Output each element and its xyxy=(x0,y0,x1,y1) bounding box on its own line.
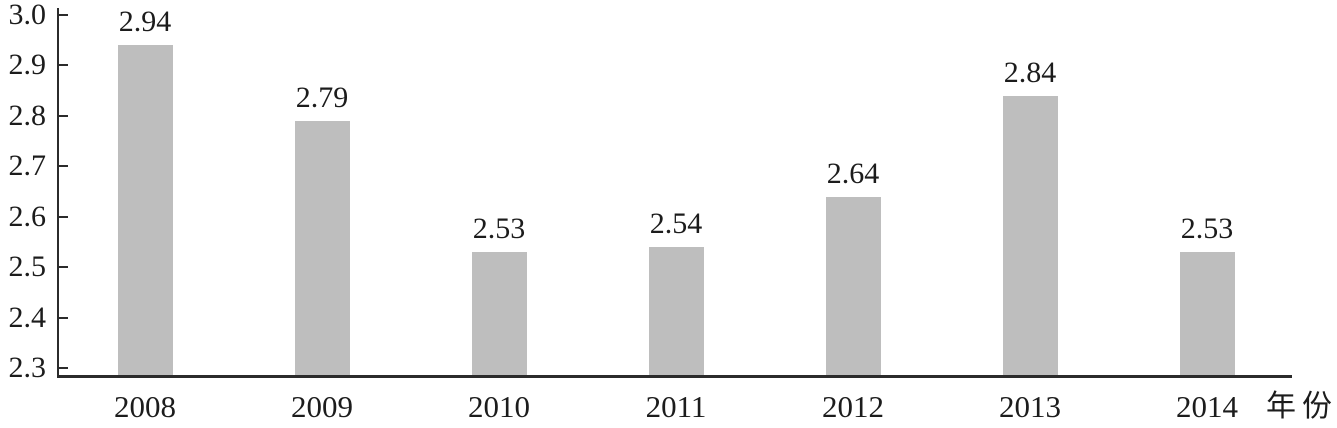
bar-2013 xyxy=(1003,96,1058,375)
x-tick-label-2008: 2008 xyxy=(114,389,176,424)
x-tick-label-2011: 2011 xyxy=(645,389,707,424)
y-axis-tick-label: 2.3 xyxy=(8,351,47,384)
bar-2012 xyxy=(826,197,881,375)
x-tick-label-2013: 2013 xyxy=(999,389,1061,424)
y-axis-tick-label: 2.5 xyxy=(8,250,47,284)
y-axis-tick xyxy=(57,14,68,16)
x-tick-label-2014: 2014 xyxy=(1176,389,1238,424)
y-axis-tick xyxy=(57,266,68,269)
bar-2011 xyxy=(649,247,704,375)
x-tick-label-2009: 2009 xyxy=(291,389,353,424)
y-axis-tick xyxy=(57,367,68,369)
bar-value-label: 2.94 xyxy=(118,5,172,38)
x-tick-label-2012: 2012 xyxy=(822,389,884,424)
bar-value-label: 2.64 xyxy=(826,157,880,190)
y-axis-tick xyxy=(57,114,68,117)
bar-2014 xyxy=(1180,252,1235,375)
bar-2010 xyxy=(472,252,527,375)
bar-value-label: 2.53 xyxy=(472,212,526,245)
bar-2008 xyxy=(118,45,173,375)
y-axis-tick xyxy=(57,316,68,319)
y-axis-tick xyxy=(57,165,68,168)
bar-value-label: 2.79 xyxy=(295,81,349,114)
y-axis-tick-label: 2.9 xyxy=(8,48,47,82)
y-axis-tick-label: 2.8 xyxy=(8,98,47,132)
y-axis-tick xyxy=(57,215,68,218)
y-axis-tick-label: 3.0 xyxy=(8,0,47,31)
y-axis-tick xyxy=(57,64,68,67)
bar-2009 xyxy=(295,121,350,375)
bar-value-label: 2.53 xyxy=(1180,212,1234,245)
y-axis-tick-label: 2.6 xyxy=(8,199,47,233)
x-axis-title: 年份 xyxy=(1266,390,1337,423)
x-tick-label-2010: 2010 xyxy=(468,389,530,424)
bar-value-label: 2.84 xyxy=(1003,56,1057,89)
x-axis-line xyxy=(57,375,1292,378)
bar-value-label: 2.54 xyxy=(649,207,703,240)
y-axis-tick-label: 2.4 xyxy=(8,300,47,334)
y-axis-tick-label: 2.7 xyxy=(8,149,47,183)
y-axis-line xyxy=(57,8,59,378)
